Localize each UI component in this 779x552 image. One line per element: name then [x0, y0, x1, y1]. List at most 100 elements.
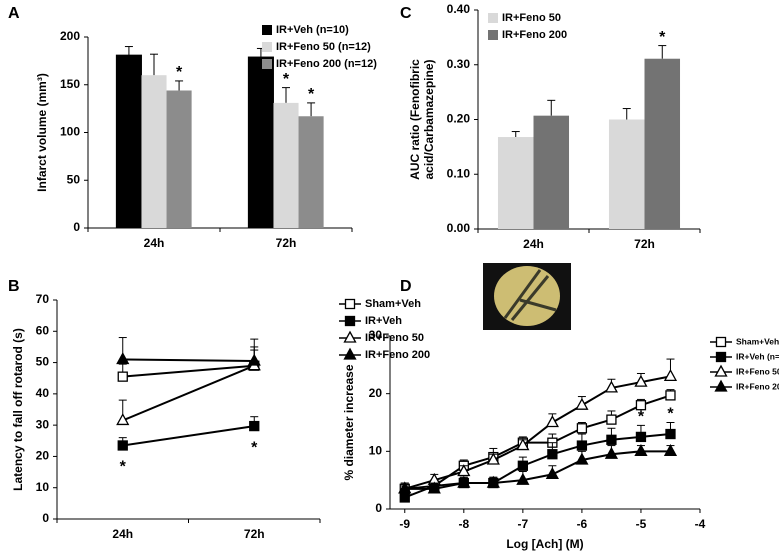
- bar: [115, 54, 142, 229]
- series: [116, 337, 261, 366]
- line: [122, 364, 255, 422]
- marker: [715, 351, 727, 363]
- y-axis-title: acid/Carbamazepine): [422, 59, 436, 179]
- marker: [247, 353, 261, 366]
- marker: [604, 446, 619, 459]
- legend-label: IR+Feno 200: [502, 29, 567, 41]
- line: [404, 450, 671, 490]
- y-tick-label: 0.10: [447, 166, 471, 180]
- bar: [533, 115, 570, 229]
- bar: [497, 137, 534, 229]
- marker: [398, 481, 412, 494]
- marker: [545, 467, 559, 480]
- marker: [547, 449, 558, 460]
- y-tick-label: 10: [36, 480, 50, 494]
- panel-label: A: [8, 5, 20, 22]
- panel-label: C: [400, 5, 412, 22]
- marker: [457, 475, 471, 488]
- legend-swatch: [262, 59, 272, 69]
- x-tick-label: -4: [695, 517, 706, 531]
- marker: [486, 452, 500, 465]
- legend: IR+Veh (n=10) IR+Feno 50 (n=12) IR+Feno 20…: [262, 24, 377, 70]
- y-axis-title: % diameter increase: [342, 364, 356, 480]
- marker: [715, 336, 727, 348]
- marker: [606, 434, 617, 445]
- legend-label: IR+Feno 50 (n=12): [276, 41, 371, 53]
- x-tick-label: -5: [636, 517, 647, 531]
- marker: [634, 374, 648, 387]
- significance: *: [120, 459, 127, 476]
- line: [404, 375, 671, 490]
- legend-label: IR+Feno 50: [502, 12, 561, 24]
- bar: [141, 75, 167, 228]
- bar: [273, 102, 299, 228]
- line: [404, 433, 671, 499]
- marker: [635, 400, 647, 411]
- legend-label: IR+Veh (n=5): [736, 351, 779, 361]
- legend-label: Sham+Veh (n=5): [736, 336, 779, 346]
- legend-label: IR+Veh: [365, 315, 402, 327]
- marker: [714, 364, 728, 377]
- marker: [517, 460, 529, 471]
- y-tick-label: 0.20: [447, 112, 471, 126]
- line: [122, 364, 255, 378]
- line: [122, 358, 255, 363]
- bar: [298, 116, 324, 228]
- y-tick-label: 50: [67, 172, 81, 186]
- series: **: [166, 64, 324, 228]
- inset-vessel: [503, 269, 557, 321]
- marker: [116, 413, 130, 426]
- line: [122, 425, 255, 447]
- series: [497, 108, 645, 229]
- marker: [714, 379, 728, 392]
- y-tick-label: 0.00: [447, 221, 471, 235]
- microscope-inset: [483, 263, 571, 330]
- marker: [635, 431, 647, 443]
- marker: [606, 414, 617, 425]
- legend-label: IR+Feno 200 (n=4): [736, 381, 779, 391]
- significance: *: [176, 64, 183, 81]
- x-tick-label: -7: [518, 517, 529, 531]
- y-tick-label: 0: [375, 501, 382, 515]
- legend-swatch: [262, 25, 272, 35]
- y-axis-title: Infarct volume (mm³): [35, 73, 49, 192]
- marker: [634, 443, 648, 456]
- y-tick-label: 20: [36, 449, 50, 463]
- y-tick-label: 0.30: [447, 57, 471, 71]
- marker: [486, 475, 500, 488]
- legend: Sham+Veh (n=5) IR+Veh (n=5) IR+Feno 50 (n=…: [710, 336, 779, 392]
- legend-swatch: [488, 30, 498, 40]
- significance: *: [308, 86, 315, 103]
- legend-swatch: [488, 13, 498, 23]
- significance: *: [667, 406, 674, 423]
- marker: [117, 371, 128, 382]
- legend-label: IR+Feno 200 (n=12): [276, 58, 377, 70]
- x-tick-label: 72h: [634, 237, 655, 251]
- bar: [166, 90, 192, 228]
- marker: [427, 481, 441, 494]
- series: [115, 46, 274, 229]
- y-tick-label: 0: [73, 220, 80, 234]
- y-tick-label: 100: [60, 125, 80, 139]
- legend-label: IR+Veh (n=10): [276, 24, 349, 36]
- marker: [516, 438, 530, 451]
- x-tick-label: 24h: [523, 237, 544, 251]
- x-axis-title: Log [Ach] (M): [506, 537, 583, 551]
- series: *: [533, 29, 681, 229]
- bar: [247, 56, 274, 229]
- y-tick-label: 0.40: [447, 2, 471, 16]
- y-tick-label: 70: [36, 292, 50, 306]
- significance: *: [251, 439, 258, 456]
- marker: [399, 492, 410, 503]
- x-tick-label: 72h: [276, 236, 297, 250]
- legend-label: IR+Feno 50: [365, 332, 424, 344]
- y-tick-label: 50: [36, 355, 50, 369]
- series: [398, 443, 678, 494]
- y-tick-label: 40: [36, 386, 50, 400]
- series: [117, 346, 260, 382]
- bar: [608, 119, 645, 229]
- y-tick-label: 20: [369, 386, 383, 400]
- significance: *: [283, 71, 290, 88]
- x-tick-label: 24h: [144, 236, 165, 250]
- marker: [575, 397, 589, 410]
